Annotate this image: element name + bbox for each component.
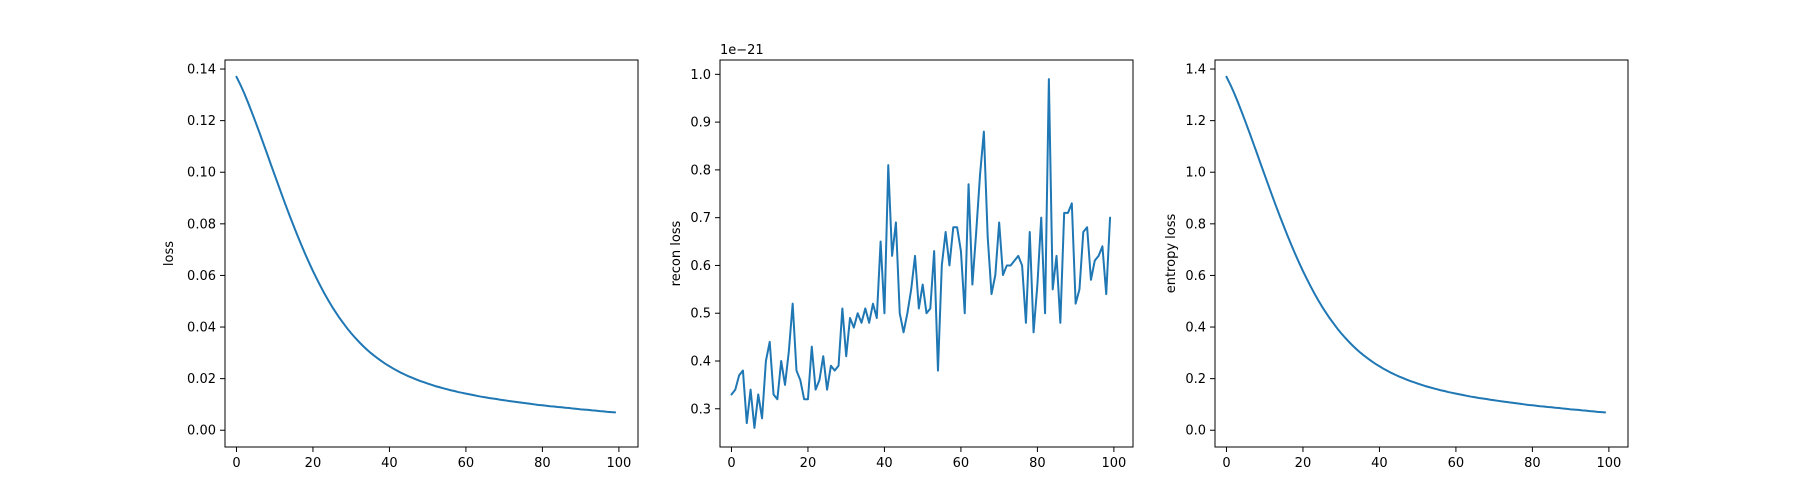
x-tick-label: 80 (1524, 456, 1541, 471)
y-tick-label: 0.6 (690, 259, 711, 274)
y-tick-label: 1.0 (1185, 166, 1206, 181)
axis-offset-text: 1e−21 (720, 43, 764, 58)
y-tick-label: 0.8 (1185, 217, 1206, 232)
y-axis-label: entropy loss (1164, 214, 1179, 294)
y-tick-label: 0.12 (187, 114, 216, 129)
y-axis-label: recon loss (669, 220, 684, 286)
x-tick-label: 60 (1448, 456, 1465, 471)
x-tick-label: 100 (1596, 456, 1621, 471)
y-tick-label: 0.8 (690, 163, 711, 178)
y-tick-label: 0.00 (187, 424, 216, 439)
x-tick-label: 40 (1371, 456, 1388, 471)
y-tick-label: 0.4 (1185, 321, 1206, 336)
x-tick-label: 20 (305, 456, 322, 471)
y-tick-label: 0.04 (187, 321, 216, 336)
y-tick-label: 0.06 (187, 269, 216, 284)
x-tick-label: 60 (953, 456, 970, 471)
x-tick-label: 100 (1101, 456, 1126, 471)
series-line-1-1 (235, 75, 617, 414)
x-tick-label: 40 (381, 456, 398, 471)
y-tick-label: 0.14 (187, 63, 216, 78)
x-tick-label: 20 (1295, 456, 1312, 471)
x-tick-label: 40 (876, 456, 893, 471)
y-tick-label: 0.3 (690, 402, 711, 417)
y-axis-label: loss (162, 241, 177, 266)
y-tick-label: 0.7 (690, 211, 711, 226)
y-tick-label: 1.4 (1185, 63, 1206, 78)
y-tick-label: 0.5 (690, 307, 711, 322)
axes-frame (719, 59, 1134, 448)
axes-frame (224, 59, 639, 448)
y-tick-label: 0.4 (690, 355, 711, 370)
y-tick-label: 1.2 (1185, 114, 1206, 129)
axes-frame (1214, 59, 1629, 448)
chart-panel-1: 0 20 40 60 80 100 0.00 0.02 0.04 0.06 0.08 0.10 0.12… (162, 59, 639, 471)
x-tick-label: 0 (727, 456, 735, 471)
y-tick-label: 1.0 (690, 68, 711, 83)
chart-panel-3: 0 20 40 60 80 100 0.0 0.2 0.4 0.6 0.8 1.0 1.2 1.4 entr… (1164, 59, 1629, 471)
x-tick-label: 0 (232, 456, 240, 471)
y-tick-label: 0.02 (187, 372, 216, 387)
y-tick-label: 0.6 (1185, 269, 1206, 284)
series-line-3-1 (1225, 75, 1607, 414)
x-tick-label: 60 (458, 456, 475, 471)
series-line-2-1 (730, 78, 1112, 429)
y-tick-label: 0.9 (690, 116, 711, 131)
chart-panel-2: 0 20 40 60 80 100 0.3 0.4 0.5 0.6 0.7 0.8 0.9 1.0 reco… (669, 43, 1134, 471)
x-tick-label: 20 (800, 456, 817, 471)
x-tick-label: 80 (1029, 456, 1046, 471)
x-tick-label: 0 (1222, 456, 1230, 471)
y-tick-label: 0.2 (1185, 372, 1206, 387)
x-tick-label: 100 (606, 456, 631, 471)
y-tick-label: 0.08 (187, 217, 216, 232)
y-tick-label: 0.10 (187, 166, 216, 181)
y-tick-label: 0.0 (1185, 424, 1206, 439)
x-tick-label: 80 (534, 456, 551, 471)
